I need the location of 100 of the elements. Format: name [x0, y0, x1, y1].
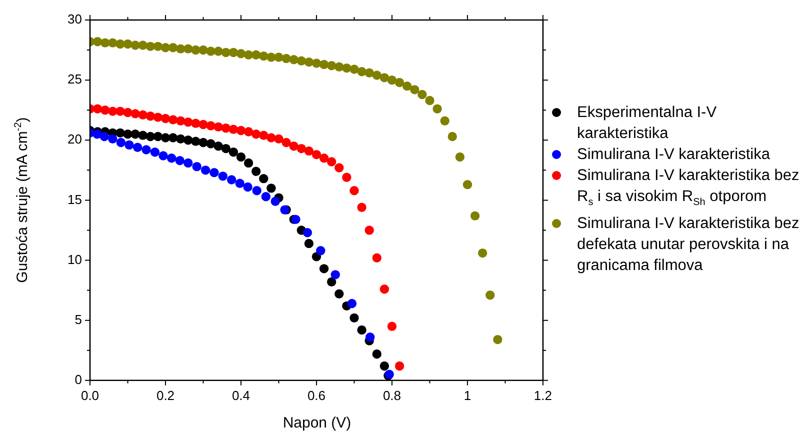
point [168, 115, 178, 124]
point [153, 112, 163, 122]
point [251, 130, 261, 139]
x-tick-label: 1 [464, 388, 472, 403]
point [372, 253, 382, 262]
point [221, 144, 230, 154]
point [387, 75, 397, 85]
legend-label: Simulirana I-V karakteristika bez R$_{s}$ i sa visokim R$_{Sh}$ otporom [577, 167, 800, 208]
point [365, 332, 375, 342]
point [175, 156, 184, 166]
y-tick-label: 25 [68, 72, 82, 87]
point [116, 39, 125, 49]
point [462, 180, 472, 190]
point [319, 264, 329, 274]
point [191, 45, 200, 55]
point [261, 192, 270, 202]
point [266, 133, 276, 142]
y-tick-label: 0 [74, 372, 82, 387]
point [210, 168, 219, 178]
point [312, 58, 322, 68]
point [228, 124, 238, 134]
point [138, 130, 148, 140]
point [124, 140, 134, 150]
point [214, 142, 223, 151]
point [198, 45, 208, 55]
point [168, 133, 178, 142]
point [92, 104, 102, 114]
point [130, 109, 140, 118]
point [304, 146, 314, 156]
point [289, 142, 298, 151]
point [198, 120, 208, 130]
point [357, 325, 366, 335]
point [191, 118, 200, 128]
point [289, 55, 298, 64]
point [347, 298, 357, 308]
point [108, 134, 118, 144]
point [425, 96, 434, 106]
point [304, 57, 314, 67]
point [350, 313, 359, 323]
point [176, 116, 186, 126]
point [138, 40, 148, 50]
point [364, 68, 374, 78]
point [448, 132, 457, 142]
point [191, 136, 200, 146]
point [478, 248, 488, 258]
point [418, 90, 427, 100]
point [206, 139, 216, 148]
point [357, 202, 366, 212]
point [244, 127, 254, 136]
point [142, 145, 151, 154]
point [252, 186, 262, 196]
point [153, 132, 163, 142]
point [312, 150, 322, 160]
point [108, 106, 118, 116]
point [270, 196, 280, 206]
point [236, 49, 246, 58]
point [364, 226, 374, 235]
point [274, 134, 284, 144]
point [334, 163, 344, 172]
point [221, 48, 230, 58]
point [176, 134, 186, 144]
point [251, 50, 261, 60]
point [326, 157, 336, 166]
point [92, 37, 102, 46]
point [274, 52, 284, 62]
point [228, 48, 238, 58]
point [166, 154, 176, 163]
point [455, 152, 465, 162]
point [493, 334, 502, 344]
point [486, 290, 495, 300]
point [244, 50, 254, 60]
x-tick-label: 1.2 [534, 388, 552, 403]
point [160, 114, 170, 124]
point [319, 154, 329, 163]
point [116, 138, 126, 148]
point [304, 238, 314, 248]
point [236, 152, 246, 162]
point [342, 63, 352, 73]
point [153, 42, 163, 52]
legend-label: Simulirana I-V karakteristika [577, 146, 770, 163]
point [184, 158, 193, 168]
point [350, 64, 359, 74]
point [302, 228, 312, 238]
point [259, 174, 268, 184]
point [334, 62, 344, 72]
point [235, 178, 244, 188]
point [402, 81, 412, 91]
point [184, 44, 193, 54]
point [158, 151, 168, 160]
legend-label: Simulirana I-V karakteristika bez defekata unutar perovskita i na granicama filmova [577, 215, 800, 274]
point [123, 130, 132, 139]
x-axis-title: Napon (V) [282, 414, 352, 432]
point [146, 112, 155, 121]
point [342, 172, 352, 182]
point [214, 122, 223, 132]
point [259, 51, 268, 61]
point [387, 322, 397, 331]
y-tick-label: 5 [74, 312, 82, 327]
point [394, 361, 404, 371]
point [184, 136, 193, 145]
